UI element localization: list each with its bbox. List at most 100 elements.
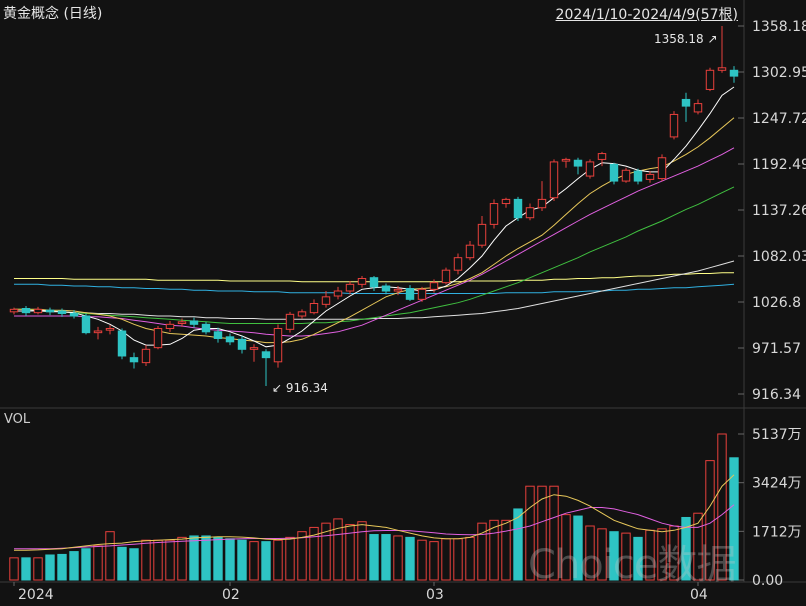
price-tick-label: 1192.49	[752, 157, 806, 173]
volume-label: VOL	[4, 412, 31, 427]
candle-up	[561, 158, 571, 162]
candle-up	[669, 113, 679, 138]
volume-bar-up	[501, 519, 511, 581]
candle-up	[345, 283, 355, 292]
date-range-label[interactable]: 2024/1/10-2024/4/9(57根)	[555, 7, 738, 23]
candle-up	[309, 302, 319, 314]
candle-down	[81, 315, 91, 334]
candle-up	[357, 278, 367, 285]
volume-bar-up	[657, 528, 667, 581]
candle-down	[129, 357, 139, 363]
volume-bar-down	[609, 531, 619, 581]
candle-up	[441, 269, 451, 284]
candle-down	[261, 351, 271, 359]
candle-down	[729, 69, 739, 77]
chart-title: 黄金概念 (日线)	[3, 6, 103, 22]
price-ma60-line	[14, 260, 735, 320]
price-tick-label: 1302.95	[752, 65, 806, 81]
price-tick-label: 971.57	[752, 341, 801, 357]
candle-up	[597, 153, 607, 160]
volume-bar-up	[417, 539, 427, 581]
volume-bar-down	[513, 508, 523, 581]
price-tick-label: 916.34	[752, 387, 801, 403]
candle-down	[45, 309, 55, 313]
candle-up	[537, 198, 547, 209]
volume-bar-up	[105, 531, 115, 581]
candle-up	[621, 169, 631, 182]
candle-up	[549, 161, 559, 199]
candle-up	[693, 103, 703, 113]
candle-down	[609, 163, 619, 182]
candle-down	[21, 307, 31, 314]
candle-up	[93, 330, 103, 334]
volume-bar-up	[717, 433, 727, 581]
volume-bar-down	[129, 548, 139, 581]
candle-down	[633, 170, 643, 182]
candle-up	[705, 69, 715, 90]
price-ma250-line	[14, 283, 735, 294]
volume-tick-label: 0.00	[752, 573, 783, 589]
volume-bar-up	[321, 522, 331, 581]
candle-up	[105, 327, 115, 331]
candle-up	[645, 173, 655, 180]
price-tick-label: 1026.8	[752, 295, 801, 311]
volume-tick-label: 3424万	[752, 476, 802, 492]
candle-down	[201, 323, 211, 333]
candle-up	[417, 288, 427, 300]
candle-up	[489, 203, 499, 225]
candle-down	[381, 285, 391, 292]
volume-bar-up	[249, 541, 259, 581]
volume-bar-down	[57, 553, 67, 581]
volume-bar-down	[189, 535, 199, 581]
volume-bar-up	[549, 485, 559, 581]
candle-up	[585, 161, 595, 177]
candle-up	[33, 308, 43, 314]
volume-bar-down	[201, 535, 211, 581]
volume-bar-up	[561, 514, 571, 581]
volume-bar-up	[177, 536, 187, 581]
candle-up	[525, 207, 535, 219]
volume-bar-down	[381, 534, 391, 581]
volume-bar-up	[9, 557, 19, 581]
volume-bar-up	[165, 539, 175, 581]
candle-down	[681, 98, 691, 107]
candle-up	[9, 308, 19, 313]
candle-up	[249, 347, 259, 350]
high-annotation: 1358.18 ↗	[654, 32, 718, 46]
candle-up	[165, 323, 175, 329]
volume-bar-up	[477, 522, 487, 581]
candle-down	[57, 310, 67, 314]
volume-bar-up	[597, 528, 607, 581]
volume-bar-down	[633, 536, 643, 581]
volume-bar-up	[465, 536, 475, 581]
volume-bar-up	[153, 539, 163, 581]
volume-bar-up	[525, 485, 535, 581]
volume-bar-down	[729, 457, 739, 581]
candle-down	[225, 336, 235, 343]
volume-bar-up	[357, 521, 367, 581]
candle-down	[573, 159, 583, 167]
price-ma10-line	[14, 117, 735, 344]
time-tick-label: 02	[222, 587, 240, 603]
volume-bar-down	[213, 536, 223, 581]
candle-down	[117, 330, 127, 357]
candle-up	[717, 67, 727, 71]
price-tick-label: 1358.18	[752, 19, 806, 35]
volume-bar-up	[621, 532, 631, 581]
volume-bar-down	[573, 515, 583, 581]
volume-bar-up	[141, 539, 151, 581]
candle-up	[321, 296, 331, 305]
volume-bar-up	[537, 485, 547, 581]
watermark-logo: Choice数据	[528, 542, 736, 588]
volume-bar-down	[225, 538, 235, 581]
volume-bar-down	[237, 539, 247, 581]
candle-up	[453, 257, 463, 271]
candle-up	[465, 244, 475, 259]
price-tick-label: 1137.26	[752, 203, 806, 219]
time-tick-label: 04	[690, 587, 708, 603]
volume-bar-down	[369, 534, 379, 581]
volume-bar-down	[69, 551, 79, 581]
volume-bar-up	[345, 524, 355, 581]
volume-bar-down	[81, 548, 91, 581]
volume-bar-up	[585, 525, 595, 581]
